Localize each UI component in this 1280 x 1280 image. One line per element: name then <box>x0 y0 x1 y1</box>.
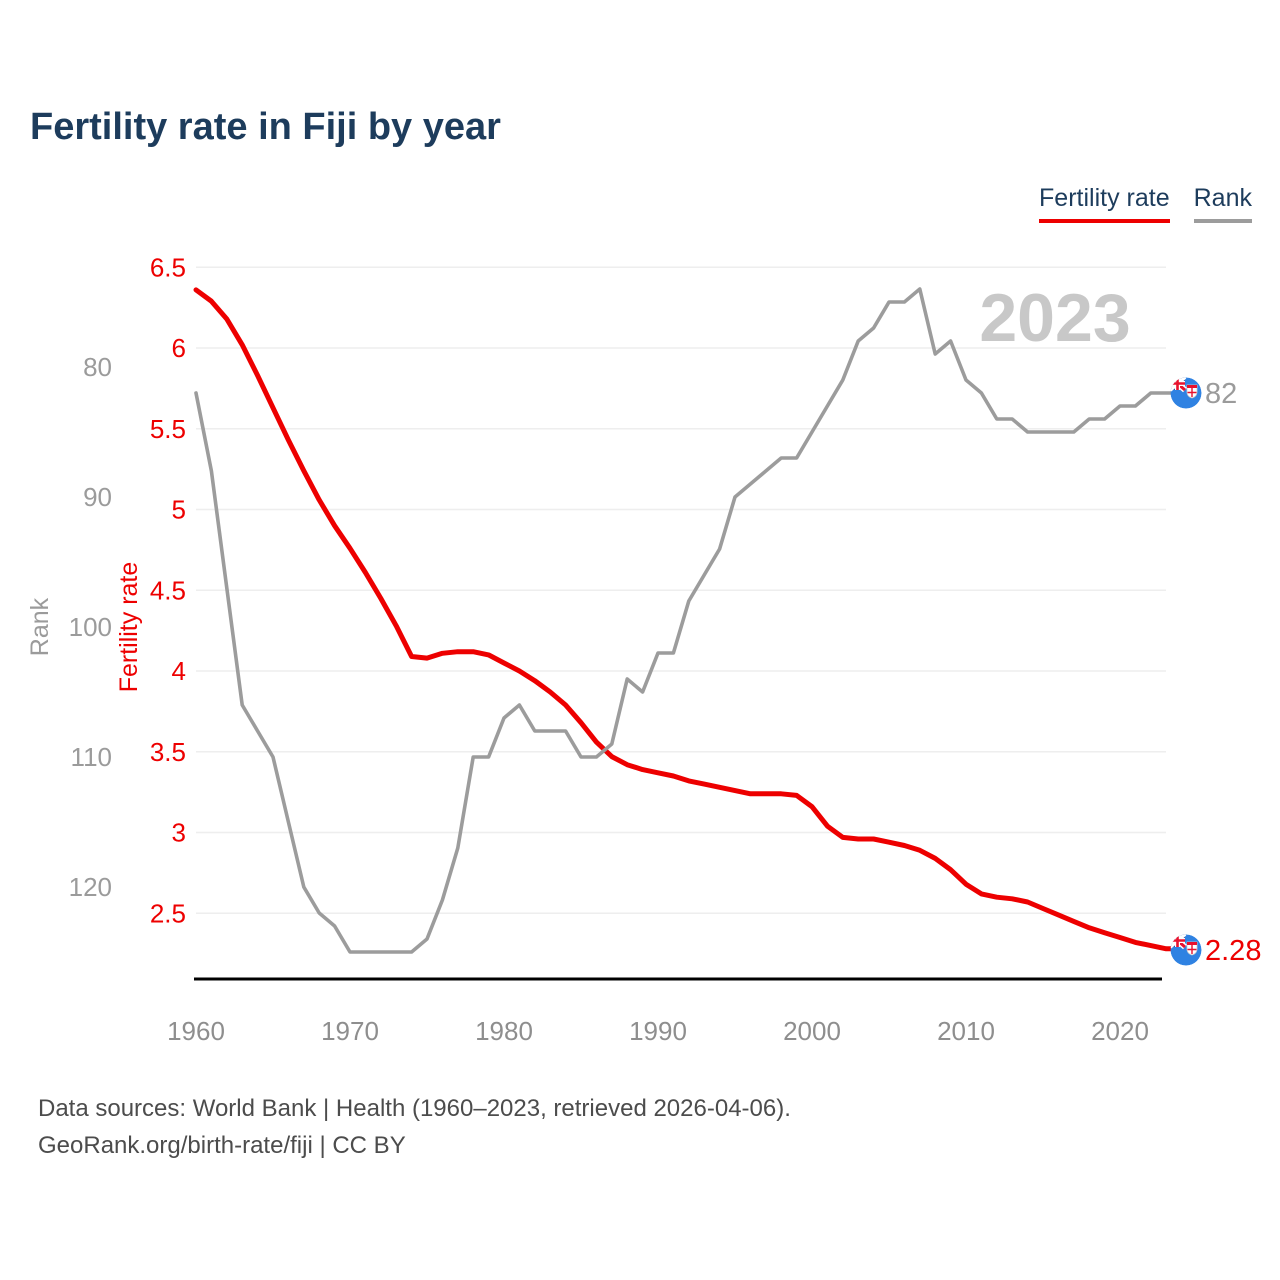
legend-item-fertility-rate[interactable]: Fertility rate <box>1039 184 1170 223</box>
rank-axis-ticks: 80 90 100 110 120 <box>69 352 112 902</box>
gridlines <box>196 266 1166 915</box>
fertility-end-value: 2.28 <box>1205 935 1261 967</box>
x-tick-label: 2020 <box>1091 1016 1149 1046</box>
fertility-rate-line <box>193 287 1175 952</box>
fertility-tick-label: 5.5 <box>150 414 186 444</box>
rank-tick-label: 80 <box>83 352 112 382</box>
fertility-tick-label: 2.5 <box>150 898 186 928</box>
data-source-note: Data sources: World Bank | Health (1960–… <box>38 1090 791 1164</box>
fertility-tick-label: 3.5 <box>150 737 186 767</box>
watermark-year: 2023 <box>979 280 1130 356</box>
rank-tick-label: 90 <box>83 482 112 512</box>
legend: Fertility rate Rank <box>1039 184 1252 223</box>
fiji-flag-icon <box>1170 934 1202 966</box>
fertility-tick-label: 5 <box>172 495 186 525</box>
fertility-tick-label: 6 <box>172 333 186 363</box>
fertility-tick-label: 4 <box>172 656 186 686</box>
x-tick-label: 1970 <box>321 1016 379 1046</box>
rank-tick-label: 110 <box>71 742 112 772</box>
fertility-tick-label: 4.5 <box>150 575 186 605</box>
fertility-tick-label: 6.5 <box>150 252 186 282</box>
rank-axis-title: Rank <box>26 597 54 656</box>
rank-line <box>194 287 1174 954</box>
fertility-tick-label: 3 <box>172 818 186 848</box>
x-tick-label: 1980 <box>475 1016 533 1046</box>
x-tick-label: 1960 <box>167 1016 225 1046</box>
x-tick-label: 2010 <box>937 1016 995 1046</box>
fertility-axis-ticks: 6.5 6 5.5 5 4.5 4 3.5 3 2.5 <box>150 252 186 928</box>
rank-tick-label: 120 <box>69 872 112 902</box>
fiji-flag-icon <box>1170 377 1202 409</box>
rank-tick-label: 100 <box>69 612 112 642</box>
x-axis-ticks: 1960 1970 1980 1990 2000 2010 2020 <box>167 1016 1149 1046</box>
page-title: Fertility rate in Fiji by year <box>30 106 501 148</box>
legend-item-rank[interactable]: Rank <box>1193 184 1252 223</box>
attribution-line: GeoRank.org/birth-rate/fiji | CC BY <box>38 1132 406 1159</box>
fertility-axis-title: Fertility rate <box>115 562 143 693</box>
source-line: Data sources: World Bank | Health (1960–… <box>38 1095 791 1122</box>
x-tick-label: 1990 <box>629 1016 687 1046</box>
rank-end-value: 82 <box>1205 378 1237 410</box>
x-tick-label: 2000 <box>783 1016 841 1046</box>
